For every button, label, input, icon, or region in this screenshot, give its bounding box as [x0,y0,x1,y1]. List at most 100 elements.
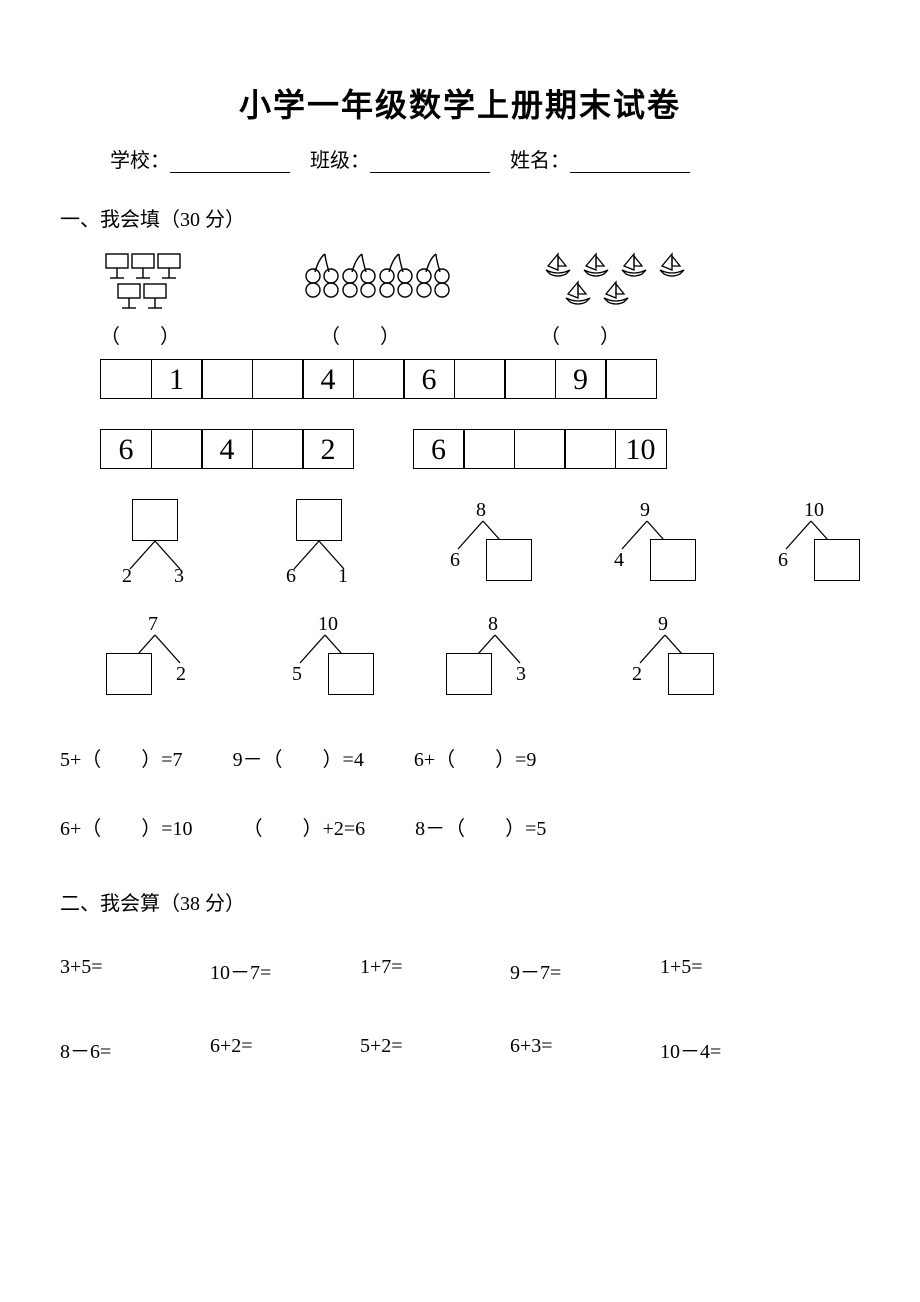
number-bond: 92 [610,613,720,703]
seq-cell: 10 [615,429,667,469]
calc-item[interactable]: 6+3= [510,1035,660,1064]
cherries-icon [300,250,460,314]
calc-item[interactable]: 3+5= [60,956,210,985]
bond-num: 2 [176,663,186,686]
sequence-row-2: 6 4 2 6 10 [100,429,860,469]
class-blank[interactable] [370,172,490,173]
seq-cell[interactable] [252,429,304,469]
seq-cell[interactable] [100,359,152,399]
seq-cell: 4 [201,429,253,469]
seq-cell: 9 [555,359,607,399]
bond-box[interactable] [328,653,374,695]
bond-num: 6 [286,565,296,588]
count-group-cherries [300,250,460,314]
bond-num: 7 [148,613,158,636]
number-bond: 23 [100,499,204,589]
seq-cell[interactable] [454,359,506,399]
calc-item[interactable]: 8－6= [60,1035,210,1064]
bond-num: 3 [516,663,526,686]
seq-cell: 6 [413,429,465,469]
sequence-row-1: 1 4 6 9 [100,359,860,399]
number-bond: 106 [756,499,860,589]
number-bond: 86 [428,499,532,589]
bond-box[interactable] [486,539,532,581]
school-blank[interactable] [170,172,290,173]
seq-cell[interactable] [151,429,203,469]
calc-row-1: 3+5=10－7=1+7=9－7=1+5= [60,956,860,985]
number-bond: 94 [592,499,696,589]
seq-cell: 2 [302,429,354,469]
count-group-cups [100,250,220,314]
seq-cell: 1 [151,359,203,399]
equations-row-1: 5+（ ）=7 9－（ ）=4 6+（ ）=9 [60,743,860,772]
bond-num: 4 [614,549,624,572]
blank-1[interactable]: （ ） [100,320,180,349]
seq-cell: 6 [100,429,152,469]
eq-3[interactable]: 6+（ ）=9 [414,743,537,772]
calc-item[interactable]: 5+2= [360,1035,510,1064]
name-blank[interactable] [570,172,690,173]
sailboats-icon [540,250,710,314]
bond-box[interactable] [296,499,342,541]
eq-6[interactable]: 8－（ ）=5 [415,812,546,841]
calc-item[interactable]: 1+7= [360,956,510,985]
blank-3[interactable]: （ ） [540,320,620,349]
calc-item[interactable]: 1+5= [660,956,810,985]
counting-blanks: （ ） （ ） （ ） [100,320,860,349]
bond-box[interactable] [446,653,492,695]
number-bond: 72 [100,613,210,703]
bond-num: 9 [640,499,650,522]
bond-num: 3 [174,565,184,588]
seq-cell[interactable] [201,359,253,399]
calc-row-2: 8－6=6+2=5+2=6+3=10－4= [60,1035,860,1064]
seq-cell[interactable] [463,429,515,469]
bond-box[interactable] [106,653,152,695]
bond-box[interactable] [668,653,714,695]
seq-cell[interactable] [605,359,657,399]
sequence-2a: 6 4 2 [100,429,353,469]
bond-num: 8 [488,613,498,636]
eq-5[interactable]: （ ）+2=6 [243,812,366,841]
name-label: 姓名： [510,150,570,172]
bond-num: 9 [658,613,668,636]
bonds-row-2: 721058392 [100,613,860,703]
section2-header: 二、我会算（38 分） [60,887,860,916]
bond-num: 5 [292,663,302,686]
bond-num: 1 [338,565,348,588]
blank-2[interactable]: （ ） [320,320,400,349]
bond-box[interactable] [132,499,178,541]
seq-cell[interactable] [252,359,304,399]
calc-item[interactable]: 9－7= [510,956,660,985]
document-title: 小学一年级数学上册期末试卷 [60,80,860,126]
calc-item[interactable]: 10－7= [210,956,360,985]
section1-header: 一、我会填（30 分） [60,203,860,232]
school-label: 学校： [110,150,170,172]
bond-num: 2 [632,663,642,686]
calc-item[interactable]: 10－4= [660,1035,810,1064]
number-bond: 61 [264,499,368,589]
number-bond: 10 5 [270,613,380,703]
bond-num: 10 [804,499,824,522]
calc-item[interactable]: 6+2= [210,1035,360,1064]
class-label: 班级： [310,150,370,172]
bond-num: 8 [476,499,486,522]
eq-4[interactable]: 6+（ ）=10 [60,812,193,841]
bond-box[interactable] [814,539,860,581]
bond-num: 2 [122,565,132,588]
eq-1[interactable]: 5+（ ）=7 [60,743,183,772]
eq-2[interactable]: 9－（ ）=4 [233,743,364,772]
counting-row [100,250,860,314]
count-group-sailboats [540,250,710,314]
sequence-2b: 6 10 [413,429,666,469]
seq-cell[interactable] [353,359,405,399]
equations-row-2: 6+（ ）=10 （ ）+2=6 8－（ ）=5 [60,812,860,841]
seq-cell[interactable] [504,359,556,399]
bond-num: 10 [318,613,338,636]
seq-cell: 6 [403,359,455,399]
number-bond: 83 [440,613,550,703]
bond-box[interactable] [650,539,696,581]
seq-cell[interactable] [514,429,566,469]
seq-cell[interactable] [564,429,616,469]
bond-num: 6 [450,549,460,572]
seq-cell: 4 [302,359,354,399]
